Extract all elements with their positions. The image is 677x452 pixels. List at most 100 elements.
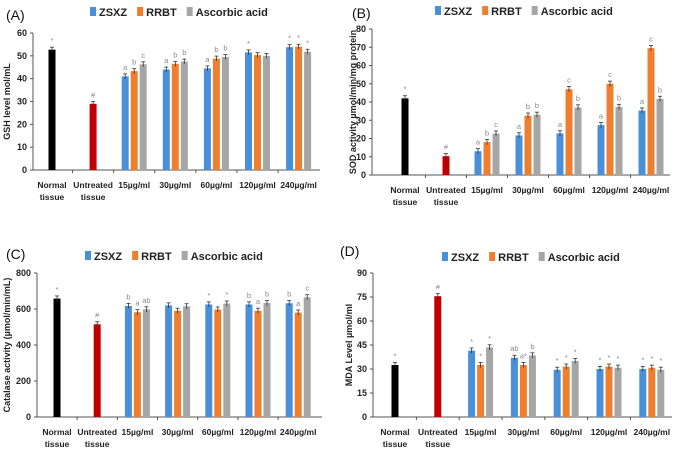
bar-ascorbic-acid xyxy=(180,61,188,170)
legend-swatch xyxy=(186,7,193,16)
x-tick-label: tissue xyxy=(383,439,408,449)
bar-untreated-tissue xyxy=(442,156,450,175)
bar-zsxz xyxy=(639,369,647,417)
bar-ascorbic-acid xyxy=(656,98,664,175)
bar-zsxz xyxy=(245,304,253,417)
significance-label: * xyxy=(297,33,300,42)
x-tick-label: Normal xyxy=(380,427,409,437)
significance-label: b xyxy=(182,48,186,57)
bar-ascorbic-acid xyxy=(183,306,191,417)
significance-label: * xyxy=(574,347,577,356)
legend-swatch xyxy=(489,252,496,261)
bar-normal-tissue xyxy=(401,98,409,175)
bar-rrbt xyxy=(562,366,570,417)
legend-label: ZSXZ xyxy=(444,6,472,18)
significance-label: * xyxy=(207,291,210,300)
bar-zsxz xyxy=(124,305,132,417)
bar-ascorbic-acid xyxy=(533,114,541,175)
bar-untreated-tissue xyxy=(89,103,97,170)
x-tick-label: 15µg/ml xyxy=(118,180,150,190)
legend-swatch xyxy=(538,252,545,261)
bar-ascorbic-acid xyxy=(303,297,311,417)
x-tick-label: 30µg/ml xyxy=(159,180,191,190)
bar-rrbt xyxy=(477,365,485,417)
y-tick-label: 15 xyxy=(357,388,367,398)
bar-rrbt xyxy=(171,63,179,171)
significance-label: a xyxy=(256,297,261,306)
bar-zsxz xyxy=(597,125,605,175)
legend: ZSXZ RRBT Ascorbic acid xyxy=(90,7,268,19)
x-tick-label: 60µg/ml xyxy=(553,185,585,195)
significance-label: a xyxy=(476,138,481,147)
x-tick-label: tissue xyxy=(393,197,418,207)
significance-label: b xyxy=(247,291,251,300)
significance-label: # xyxy=(95,311,100,320)
y-axis-label: MDA Level µmol/ml xyxy=(344,304,354,386)
y-tick-label: 20 xyxy=(17,119,27,129)
legend-swatch xyxy=(85,251,91,260)
bar-zsxz xyxy=(510,357,518,417)
significance-label: * xyxy=(247,39,250,48)
panel-label: (A) xyxy=(6,7,25,23)
bar-rrbt xyxy=(254,310,262,417)
bar-zsxz xyxy=(162,69,170,170)
legend-label: ZSXZ xyxy=(451,252,479,264)
x-tick-label: Normal xyxy=(37,180,66,190)
legend-label: RRBT xyxy=(491,6,522,18)
significance-label: * xyxy=(617,354,620,363)
significance-label: b xyxy=(214,45,218,54)
panel-label: (C) xyxy=(6,246,25,262)
legend-swatch xyxy=(90,7,96,16)
x-tick-label: tissue xyxy=(45,439,70,449)
panel-label: (B) xyxy=(352,5,371,21)
significance-label: * xyxy=(641,355,644,364)
legend: ZSXZ RRBT Ascorbic acid xyxy=(442,252,620,264)
y-tick-label: 0 xyxy=(361,170,366,180)
significance-label: c xyxy=(305,284,309,293)
legend-label: Ascorbic acid xyxy=(196,7,268,19)
y-tick-label: 30 xyxy=(357,364,367,374)
legend-swatch xyxy=(531,6,538,15)
x-tick-label: 120µg/ml xyxy=(591,427,628,437)
significance-label: a xyxy=(558,120,563,129)
bar-zsxz xyxy=(468,350,476,417)
x-tick-label: Untreated xyxy=(426,185,466,195)
significance-label: * xyxy=(608,353,611,362)
bar-zsxz xyxy=(285,303,293,417)
y-tick-label: 80 xyxy=(356,24,366,34)
significance-label: * xyxy=(306,38,309,47)
x-tick-label: 240µg/ml xyxy=(633,185,670,195)
bar-rrbt xyxy=(524,115,532,175)
legend-label: RRBT xyxy=(141,251,172,263)
significance-label: c xyxy=(608,70,612,79)
legend-label: ZSXZ xyxy=(99,7,127,19)
significance-label: * xyxy=(488,334,491,343)
bar-rrbt xyxy=(606,83,614,175)
legend-swatch xyxy=(435,6,441,15)
y-tick-label: 600 xyxy=(16,304,31,314)
bar-rrbt xyxy=(647,48,655,175)
bar-ascorbic-acid xyxy=(263,303,271,417)
bar-rrbt xyxy=(648,367,656,417)
significance-label: c xyxy=(141,51,145,60)
significance-label: b xyxy=(658,85,662,94)
y-tick-label: 10 xyxy=(356,152,366,162)
significance-label: * xyxy=(394,351,397,360)
y-axis-label: GSH level mol/mL xyxy=(2,63,12,140)
x-tick-label: 120µg/ml xyxy=(240,427,277,437)
x-tick-label: 240µg/ml xyxy=(634,427,671,437)
bar-rrbt xyxy=(212,58,220,170)
x-tick-label: 120µg/ml xyxy=(239,180,276,190)
y-tick-label: 30 xyxy=(356,115,366,125)
bar-rrbt xyxy=(605,366,613,417)
significance-label: # xyxy=(436,283,441,292)
bar-ascorbic-acid xyxy=(263,55,270,171)
significance-label: a xyxy=(640,97,645,106)
legend: ZSXZ RRBT Ascorbic acid xyxy=(435,6,613,18)
legend-swatch xyxy=(132,251,139,260)
significance-label: * xyxy=(556,356,559,365)
significance-label: * xyxy=(470,337,473,346)
bar-ascorbic-acid xyxy=(139,64,147,170)
significance-label: c xyxy=(649,35,653,44)
y-tick-label: 60 xyxy=(356,61,366,71)
